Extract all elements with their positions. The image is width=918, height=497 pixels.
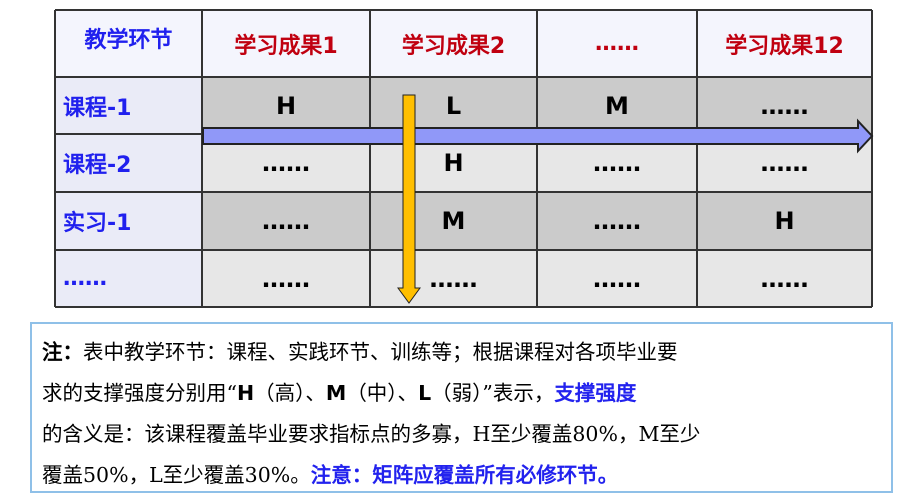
matrix-cell: L bbox=[370, 77, 537, 134]
cell-text: …… bbox=[593, 207, 641, 235]
cell-text: M bbox=[441, 207, 466, 235]
cell-text: …… bbox=[595, 31, 639, 56]
matrix-cell: …… bbox=[697, 77, 872, 134]
note-highlight: 支撑强度 bbox=[554, 381, 637, 405]
cell-text: H bbox=[443, 149, 464, 177]
note-text: 表中教学环节：课程、实践环节、训练等；根据课程对各项毕业要 bbox=[83, 340, 678, 364]
matrix-cell: …… bbox=[697, 250, 872, 307]
matrix-cell: H bbox=[202, 77, 370, 134]
grid-line bbox=[54, 10, 56, 307]
arrow-down-icon bbox=[397, 94, 421, 304]
note-box: 注：表中教学环节：课程、实践环节、训练等；根据课程对各项毕业要 求的支撑强度分别… bbox=[30, 322, 893, 493]
note-highlight: 注意：矩阵应覆盖所有必修环节。 bbox=[310, 463, 619, 487]
cell-text: …… bbox=[262, 207, 310, 235]
grid-line bbox=[55, 9, 872, 11]
cell-text: …… bbox=[429, 264, 478, 293]
grid-line bbox=[55, 76, 872, 78]
cell-text: 学习成果12 bbox=[725, 33, 844, 59]
cell-text: …… bbox=[760, 264, 809, 293]
cell-text: H bbox=[275, 91, 297, 120]
row-header: 课程-2 bbox=[55, 134, 202, 192]
grid-line bbox=[536, 10, 538, 307]
note-text: （弱）”表示， bbox=[431, 381, 555, 405]
grid-line bbox=[696, 10, 698, 307]
cell-text: …… bbox=[262, 264, 310, 293]
matrix-cell: H bbox=[697, 192, 872, 250]
cell-text: …… bbox=[760, 91, 809, 120]
row-header: 实习-1 bbox=[55, 192, 202, 250]
matrix-cell: …… bbox=[537, 250, 697, 307]
cell-text: …… bbox=[63, 266, 107, 291]
cell-text: …… bbox=[593, 264, 641, 293]
column-header: 学习成果12 bbox=[697, 10, 872, 77]
row-header: …… bbox=[55, 250, 202, 307]
grid-line bbox=[55, 306, 872, 308]
grid-line bbox=[871, 10, 873, 307]
cell-text: 教学环节 bbox=[84, 28, 173, 53]
cell-text: H bbox=[774, 207, 795, 235]
cell-text: …… bbox=[593, 149, 641, 177]
grid-line bbox=[55, 249, 872, 251]
cell-text: L bbox=[445, 91, 462, 120]
matrix-cell: …… bbox=[370, 250, 537, 307]
cell-text: 课程-2 bbox=[63, 153, 132, 178]
note-text: 覆盖50%，L至少覆盖30%。 bbox=[42, 463, 311, 487]
note-text: M bbox=[325, 381, 347, 405]
note-text: L bbox=[418, 381, 432, 405]
matrix-cell: …… bbox=[537, 192, 697, 250]
row-header: 课程-1 bbox=[55, 77, 202, 134]
note-label: 注： bbox=[42, 340, 83, 364]
cell-text: M bbox=[605, 91, 629, 120]
grid-line bbox=[369, 10, 371, 307]
cell-text: 课程-1 bbox=[63, 95, 132, 121]
cell-text: 实习-1 bbox=[63, 211, 132, 236]
corner-header: 教学环节 bbox=[55, 10, 202, 77]
cell-text: …… bbox=[760, 149, 809, 177]
note-text: H bbox=[236, 381, 255, 405]
arrow-right-icon bbox=[202, 118, 874, 154]
grid-line bbox=[201, 10, 203, 307]
cell-text: 学习成果1 bbox=[234, 33, 338, 59]
note-text: 求的支撑强度分别用“ bbox=[42, 381, 237, 405]
note-text: （中）、 bbox=[346, 381, 419, 405]
column-header: 学习成果1 bbox=[202, 10, 370, 77]
cell-text: 学习成果2 bbox=[401, 33, 506, 59]
grid-line bbox=[55, 191, 872, 193]
matrix-cell: …… bbox=[202, 250, 370, 307]
note-text: （高）、 bbox=[254, 381, 326, 405]
column-header: …… bbox=[537, 10, 697, 77]
note-text: 的含义是：该课程覆盖毕业要求指标点的多寡，H至少覆盖80%，M至少 bbox=[42, 422, 701, 446]
matrix-cell: …… bbox=[202, 192, 370, 250]
horizontal-arrow bbox=[202, 94, 874, 304]
matrix-cell: M bbox=[537, 77, 697, 134]
matrix-cell: M bbox=[370, 192, 537, 250]
cell-text: …… bbox=[262, 149, 310, 177]
column-header: 学习成果2 bbox=[370, 10, 537, 77]
